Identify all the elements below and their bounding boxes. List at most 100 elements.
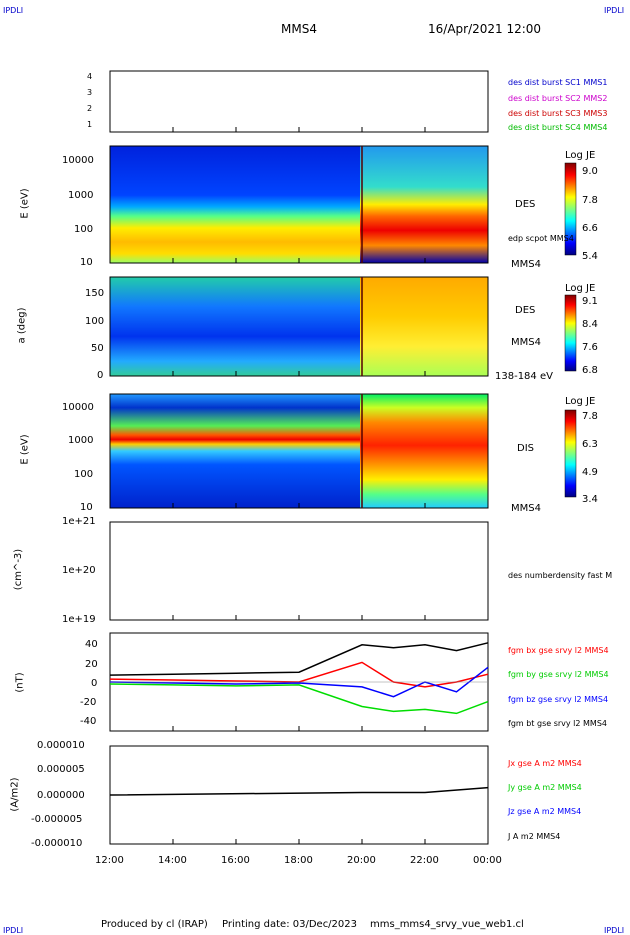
density-ylabel: (cm^-3) [13,548,25,591]
density-tick-1e19: 1e+19 [62,614,96,625]
des-pitch-cb-tick-2: 7.6 [582,342,598,353]
des-energy-cb-tick-0: 9.0 [582,166,598,177]
des-pitch-side-label: DES [515,305,536,316]
dis-energy-tick-100: 100 [74,469,94,480]
bfield-legend-by: fgm by gse srvy l2 MMS4 [508,670,609,679]
x-tick-1400: 14:00 [158,855,187,866]
dis-energy-tick-10000: 10000 [62,402,94,413]
bfield-ylabel: (nT) [14,672,26,693]
current-legend-jy: Jy gse A m2 MMS4 [508,783,582,792]
current-tick-0: 0.000010 [37,740,85,751]
dis-energy-cb-tick-2: 4.9 [582,467,598,478]
bfield-tick-40: 40 [85,639,98,650]
bfield-series-line [109,642,489,676]
des-pitch-ylabel: a (deg) [16,307,28,344]
burst-tick-2: 2 [87,104,93,113]
x-tick-1600: 16:00 [221,855,250,866]
bfield-legend-bx: fgm bx gse srvy l2 MMS4 [508,646,609,655]
dis-energy-panel [109,393,489,509]
des-energy-tick-10000: 10000 [62,155,94,166]
bfield-legend-bt: fgm bt gse srvy l2 MMS4 [508,719,607,728]
corner-tag-bottom-right: IPDLI [604,926,625,935]
burst-legend-sc3: des dist burst SC3 MMS3 [508,109,608,118]
current-tick-4: -0.000010 [31,838,83,849]
des-energy-side-label: DES [515,199,536,210]
bfield-tick-minus20: -20 [80,697,97,708]
page-date: 16/Apr/2021 12:00 [428,22,542,36]
dis-energy-sc-label: MMS4 [511,503,541,514]
density-tick-1e20: 1e+20 [62,565,96,576]
x-tick-2000: 20:00 [347,855,376,866]
des-pitch-cb-tick-3: 6.8 [582,365,598,376]
current-tick-2: 0.000000 [37,790,85,801]
corner-tag-top-right: IPDLI [604,6,625,15]
colorbar-des-energy [564,162,577,256]
footer-printing: Printing date: 03/Dec/2023 [222,919,358,930]
x-tick-1200: 12:00 [95,855,124,866]
burst-legend-sc1: des dist burst SC1 MMS1 [508,78,608,87]
x-tick-2200: 22:00 [410,855,439,866]
burst-tick-3: 3 [87,88,93,97]
bfield-series-line [109,683,489,715]
des-energy-tick-100: 100 [74,224,94,235]
bfield-tick-minus40: -40 [80,716,97,727]
des-pitch-cb-tick-1: 8.4 [582,319,598,330]
density-side-label: des numberdensity fast M [508,571,613,580]
density-tick-1e21: 1e+21 [62,516,96,527]
burst-panel [109,70,489,133]
current-legend-jx: Jx gse A m2 MMS4 [508,759,582,768]
dis-energy-cb-tick-3: 3.4 [582,494,598,505]
corner-tag-top-left: IPDLI [3,6,24,15]
des-energy-ylabel: E (eV) [19,188,31,219]
corner-tag-bottom-left: IPDLI [3,926,24,935]
current-ylabel: (A/m2) [9,777,21,812]
des-energy-tick-10: 10 [80,257,93,268]
des-pitch-cb-tick-0: 9.1 [582,296,598,307]
dynamic-marks [109,127,489,844]
dis-energy-cb-title: Log JE [565,396,596,407]
burst-legend-sc4: des dist burst SC4 MMS4 [508,123,608,132]
dis-energy-side-label: DIS [517,443,534,454]
density-panel [109,521,489,621]
burst-tick-1: 1 [87,120,93,129]
des-energy-cb-title: Log JE [565,150,596,161]
des-pitch-tick-100: 100 [85,316,105,327]
current-tick-3: -0.000005 [31,814,83,825]
footer-file: mms_mms4_srvy_vue_web1.cl [370,919,524,930]
dis-energy-cb-tick-0: 7.8 [582,411,598,422]
des-energy-scpot-label: edp scpot MMS4 [508,234,574,243]
dis-energy-cb-tick-1: 6.3 [582,439,598,450]
x-tick-1800: 18:00 [284,855,313,866]
des-energy-sc-label: MMS4 [511,259,541,270]
dis-energy-tick-10: 10 [80,502,93,513]
colorbar-dis-energy [564,409,577,498]
bfield-legend-bz: fgm bz gse srvy l2 MMS4 [508,695,609,704]
dis-energy-tick-1000: 1000 [68,435,94,446]
burst-tick-4: 4 [87,72,93,81]
current-series-line [109,786,489,796]
des-energy-cb-tick-3: 5.4 [582,251,598,262]
des-pitch-sc-label: MMS4 [511,337,541,348]
bfield-tick-20: 20 [85,659,98,670]
bfield-series-line [109,666,489,698]
des-energy-panel [109,145,489,264]
bfield-series-line [109,661,489,688]
bfield-tick-0: 0 [91,678,98,689]
des-pitch-tick-150: 150 [85,288,105,299]
colorbar-des-pitch [564,294,577,372]
burst-legend-sc2: des dist burst SC2 MMS2 [508,94,608,103]
footer-produced: Produced by cl (IRAP) [101,919,208,930]
des-energy-tick-1000: 1000 [68,190,94,201]
des-pitch-tick-0: 0 [97,370,104,381]
dis-energy-ylabel: E (eV) [19,434,31,465]
current-tick-1: 0.000005 [37,764,85,775]
des-pitch-tick-50: 50 [91,343,104,354]
des-pitch-panel [109,276,489,377]
x-tick-0000: 00:00 [473,855,502,866]
current-legend-j: J A m2 MMS4 [508,832,561,841]
des-energy-cb-tick-1: 7.8 [582,195,598,206]
des-pitch-cb-title: Log JE [565,283,596,294]
des-pitch-energy-range: 138-184 eV [495,371,553,382]
des-energy-cb-tick-2: 6.6 [582,223,598,234]
